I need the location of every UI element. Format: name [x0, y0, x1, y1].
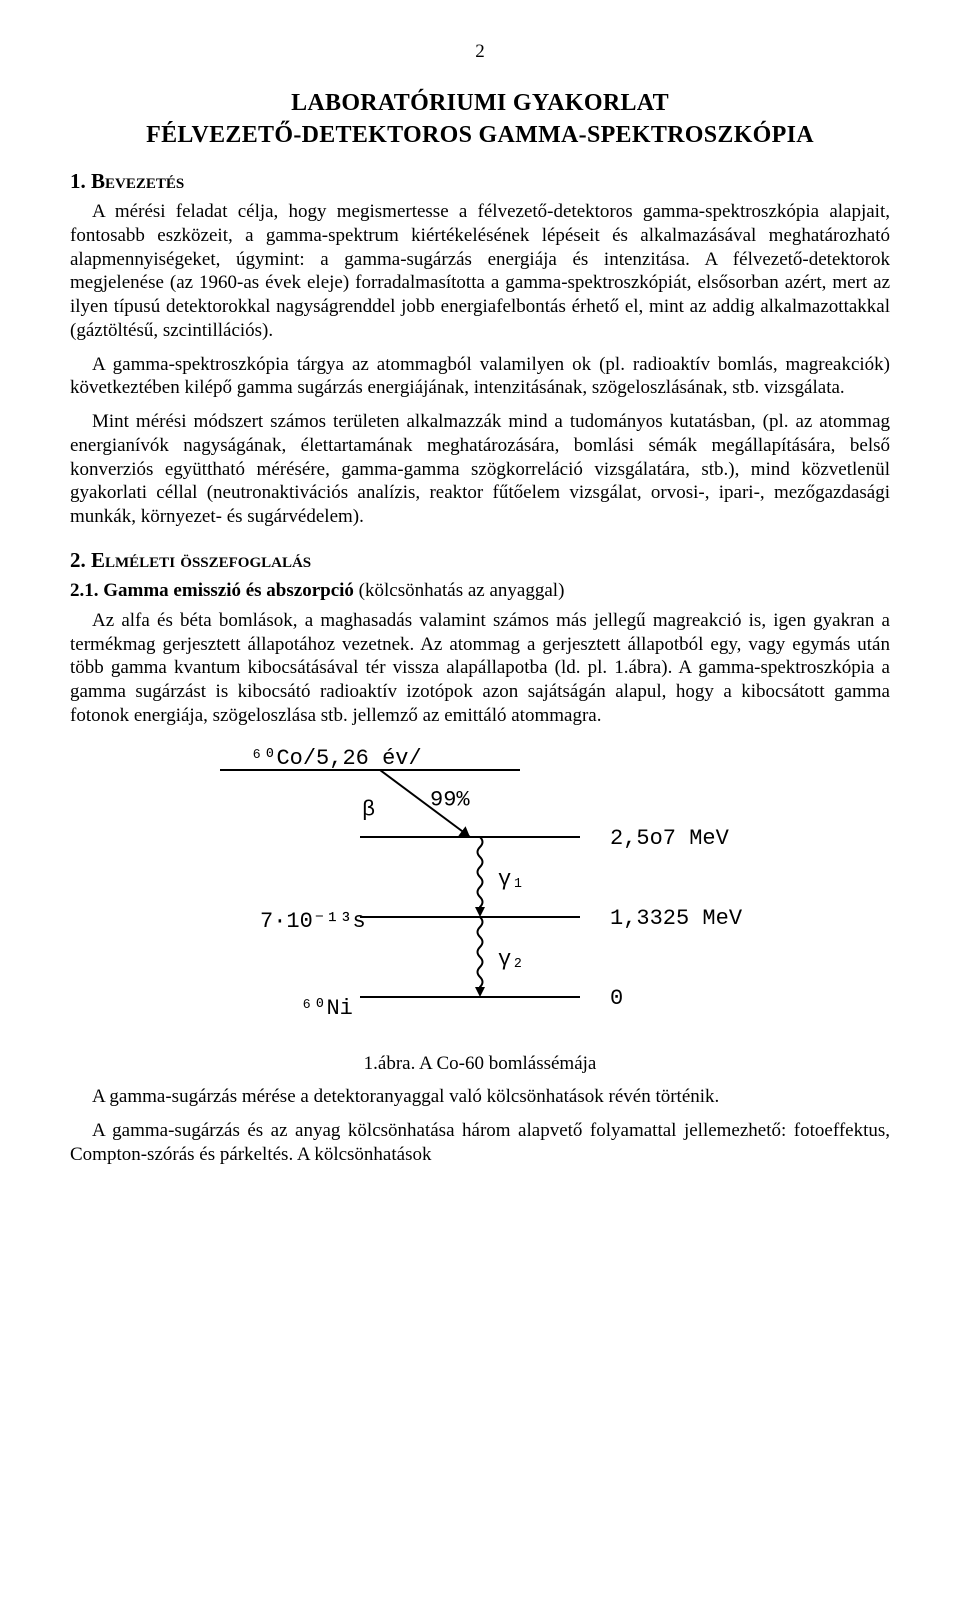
section-1-title: Bevezetés	[91, 169, 184, 193]
s1-paragraph-3: Mint mérési módszert számos területen al…	[70, 410, 890, 529]
svg-text:0: 0	[610, 986, 623, 1011]
title-line-1: LABORATÓRIUMI GYAKORLAT	[70, 88, 890, 118]
s2-paragraph-last: A gamma-sugárzás és az anyag kölcsönhatá…	[70, 1119, 890, 1167]
s2-paragraph-after-fig: A gamma-sugárzás mérése a detektoranyagg…	[70, 1085, 890, 1109]
subsection-21-title: Gamma emisszió és abszorpció	[103, 580, 354, 601]
svg-text:⁶⁰Ni: ⁶⁰Ni	[300, 996, 353, 1021]
s2-paragraph-1: Az alfa és béta bomlások, a maghasadás v…	[70, 609, 890, 728]
subsection-21-paren: (kölcsönhatás az anyaggal)	[359, 580, 565, 601]
svg-text:γ₁: γ₁	[498, 867, 524, 892]
svg-text:7·10⁻¹³s: 7·10⁻¹³s	[260, 909, 366, 934]
page: 2 LABORATÓRIUMI GYAKORLAT FÉLVEZETŐ-DETE…	[0, 0, 960, 1227]
section-2-title: Elméleti összefoglalás	[91, 548, 311, 572]
svg-text:1,3325 MeV: 1,3325 MeV	[610, 906, 743, 931]
page-number: 2	[70, 40, 890, 64]
svg-text:γ₂: γ₂	[498, 947, 524, 972]
subsection-21-heading: 2.1. Gamma emisszió és abszorpció (kölcs…	[70, 579, 890, 603]
section-2-number: 2.	[70, 548, 86, 572]
svg-text:β: β	[362, 797, 375, 822]
title-line-2: FÉLVEZETŐ-DETEKTOROS GAMMA-SPEKTROSZKÓPI…	[70, 120, 890, 150]
section-2-heading: 2. Elméleti összefoglalás	[70, 547, 890, 573]
section-1-number: 1.	[70, 169, 86, 193]
decay-scheme-svg: ⁶⁰Co/5,26 év/β 99% 2,5o7 MeV γ₁ 7·10⁻¹³s 1,33…	[160, 742, 800, 1042]
subsection-21-number: 2.1.	[70, 580, 99, 601]
s1-paragraph-1: A mérési feladat célja, hogy megismertes…	[70, 200, 890, 343]
svg-text:99%: 99%	[430, 787, 470, 812]
svg-text:⁶⁰Co/5,26 év/: ⁶⁰Co/5,26 év/	[250, 746, 422, 771]
section-1-heading: 1. Bevezetés	[70, 168, 890, 194]
svg-text:2,5o7 MeV: 2,5o7 MeV	[610, 826, 730, 851]
figure-1-caption: 1.ábra. A Co-60 bomlássémája	[70, 1052, 890, 1076]
figure-decay-scheme: ⁶⁰Co/5,26 év/β 99% 2,5o7 MeV γ₁ 7·10⁻¹³s 1,33…	[160, 742, 800, 1042]
s1-paragraph-2: A gamma-spektroszkópia tárgya az atommag…	[70, 353, 890, 401]
